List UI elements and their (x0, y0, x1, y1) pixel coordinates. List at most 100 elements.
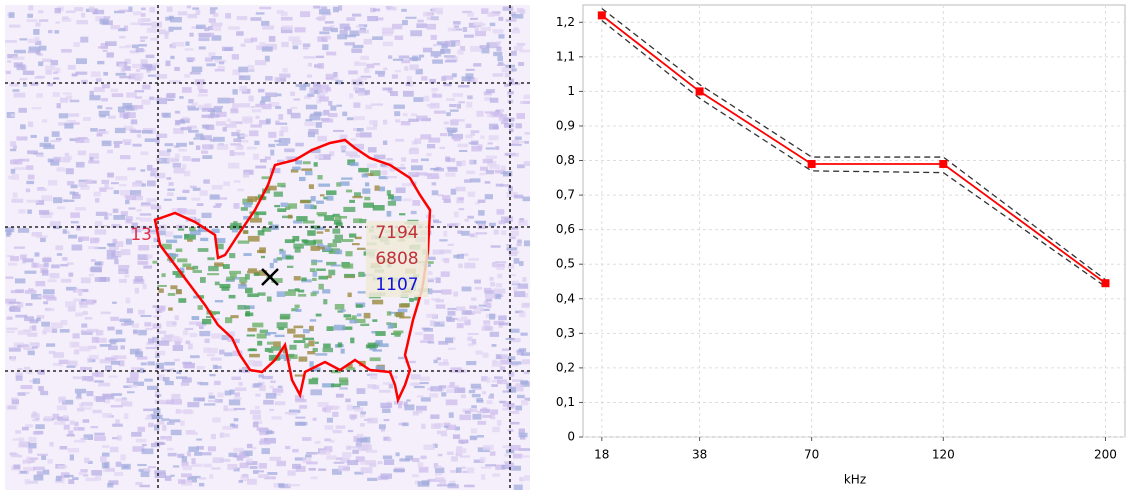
echogram-cell (90, 71, 101, 77)
echogram-cell (520, 101, 528, 104)
echogram-cell (277, 385, 283, 389)
echogram-cell (332, 468, 342, 475)
echogram-cell (446, 127, 458, 133)
echogram-cell (416, 395, 424, 398)
echogram-cell (266, 341, 274, 345)
echogram-cell (445, 337, 454, 343)
echogram-cell (473, 305, 485, 312)
echogram-cell (19, 78, 28, 81)
echogram-cell (504, 462, 514, 468)
echogram-cell (476, 398, 484, 402)
echogram-cell (456, 254, 465, 259)
echogram-cell (69, 191, 76, 195)
echogram-cell (107, 149, 113, 154)
echogram-cell (192, 270, 203, 273)
echogram-cell (164, 361, 175, 366)
echogram-cell (352, 449, 359, 454)
echogram-cell (520, 380, 528, 385)
echogram-cell (285, 255, 294, 260)
echogram-cell (467, 95, 473, 100)
echogram-cell (142, 283, 147, 290)
echogram-cell (192, 265, 199, 270)
echogram-cell (440, 271, 450, 277)
echogram-cell (322, 289, 331, 294)
echogram-cell (56, 167, 66, 172)
echogram-cell (124, 142, 131, 146)
echogram-cell (53, 421, 66, 425)
echogram-cell (87, 357, 92, 363)
echogram-cell (296, 421, 308, 426)
echogram-cell (26, 199, 39, 203)
echogram-cell (427, 387, 434, 391)
echogram-cell (391, 74, 398, 79)
echogram-cell (123, 320, 134, 326)
echogram-cell (489, 41, 500, 48)
echogram-cell (450, 188, 457, 195)
echogram-cell (87, 460, 93, 464)
echogram-cell (398, 356, 405, 360)
echogram-cell (434, 110, 446, 114)
echogram-cell (469, 305, 477, 309)
echogram-cell (314, 341, 319, 344)
echogram-cell (85, 299, 95, 305)
echogram: 13 7194 6808 1107 (5, 5, 530, 490)
echogram-cell (437, 194, 444, 197)
echogram-cell (287, 328, 296, 334)
echogram-cell (430, 414, 440, 419)
echogram-cell (171, 208, 182, 214)
echogram-cell (326, 195, 334, 201)
echogram-cell (378, 170, 388, 176)
echogram-cell (382, 455, 393, 459)
echogram-cell (27, 38, 38, 44)
echogram-cell (411, 159, 419, 163)
echogram-cell (439, 146, 445, 149)
echogram-cell (343, 206, 356, 213)
echogram-cell (295, 84, 307, 87)
echogram-cell (436, 430, 447, 435)
echogram-cell (274, 204, 281, 208)
echogram-cell (447, 347, 456, 350)
echogram-cell (118, 264, 130, 269)
echogram-cell (426, 153, 432, 157)
echogram-cell (360, 411, 367, 415)
echogram-cell (167, 98, 175, 101)
echogram-cell (487, 12, 495, 17)
echogram-cell (187, 125, 197, 129)
echogram-cell (281, 25, 293, 30)
echogram-cell (401, 157, 407, 162)
echogram-cell (55, 21, 60, 24)
echogram-cell (385, 6, 394, 9)
echogram-cell (382, 140, 388, 145)
echogram-cell (466, 360, 477, 366)
echogram-cell (69, 138, 80, 142)
echogram-cell (204, 338, 210, 343)
echogram-cell (236, 455, 244, 461)
echogram-cell (360, 436, 371, 443)
echogram-cell (117, 435, 122, 441)
echogram-cell (467, 12, 474, 17)
echogram-cell (338, 5, 343, 11)
echogram-cell (244, 202, 252, 208)
echogram-cell (74, 388, 87, 394)
echogram-cell (13, 464, 21, 470)
echogram-cell (10, 168, 16, 174)
echogram-cell (344, 273, 355, 278)
echogram-cell (312, 417, 317, 421)
echogram-cell (15, 314, 28, 318)
echogram-cell (135, 192, 142, 198)
echogram-cell (135, 72, 144, 79)
echogram-cell (519, 49, 530, 53)
echogram-cell (322, 347, 334, 353)
echogram-cell (483, 91, 492, 96)
echogram-cell (12, 192, 18, 198)
echogram-cell (364, 196, 371, 201)
echogram-cell (319, 84, 329, 90)
echogram-cell (197, 84, 204, 91)
echogram-cell (229, 389, 235, 395)
echogram-cell (147, 466, 157, 469)
echogram-cell (257, 230, 265, 236)
echogram-cell (471, 297, 477, 301)
echogram-cell (202, 155, 213, 159)
echogram-cell (208, 395, 216, 399)
echogram-cell (435, 304, 446, 309)
